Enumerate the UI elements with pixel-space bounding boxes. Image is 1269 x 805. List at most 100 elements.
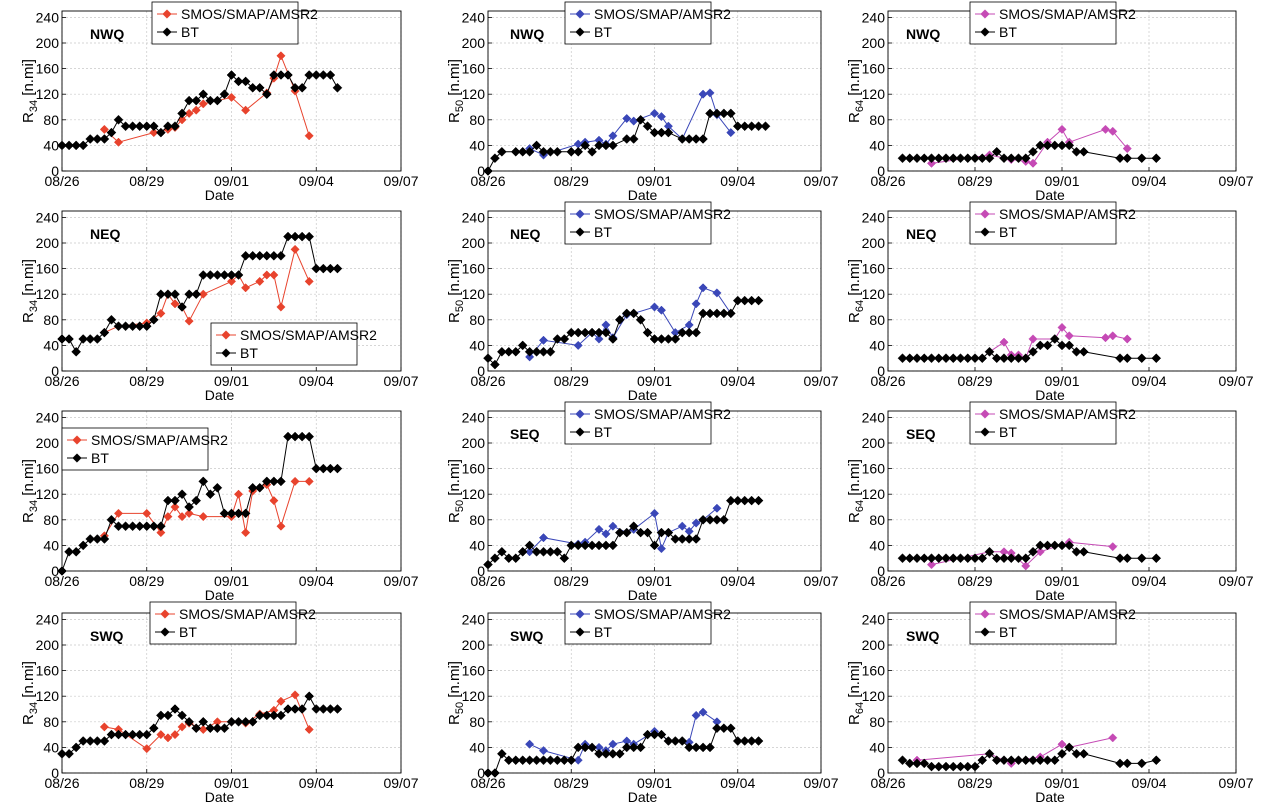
data-point [163, 289, 173, 300]
data-point [318, 704, 329, 714]
x-tick-label: 08/29 [957, 373, 992, 389]
data-point [78, 736, 89, 746]
quadrant-label: SWQ [90, 628, 124, 644]
data-point [497, 748, 507, 759]
legend-box [969, 601, 1117, 645]
data-point [212, 270, 223, 280]
subplot-swq-r34: 0 40 80 120 160 200 240 08/26 08/29 09/01 09/04 09/… [20, 601, 419, 805]
data-point [191, 723, 202, 734]
data-point [57, 140, 67, 151]
y-tick-label: 160 [462, 663, 486, 679]
data-point [149, 128, 159, 138]
data-point [332, 82, 343, 93]
y-tick-label: 200 [36, 235, 60, 251]
data-point [970, 353, 980, 364]
data-point [524, 755, 535, 766]
data-point [732, 736, 743, 746]
legend: SMOS/SMAP/AMSR2 BT [149, 601, 316, 645]
data-point [1057, 340, 1067, 351]
data-point [1021, 561, 1031, 571]
data-point [698, 89, 708, 99]
data-point [205, 489, 216, 500]
legend-label: SMOS/SMAP/AMSR2 [181, 6, 318, 22]
data-point [261, 710, 272, 721]
y-tick-label: 120 [462, 688, 486, 704]
legend-marker [575, 609, 585, 619]
data-point [984, 153, 995, 164]
data-point [677, 736, 688, 746]
x-axis-label: Date [628, 187, 658, 203]
data-point [594, 327, 604, 338]
data-point [977, 353, 988, 364]
data-point [656, 305, 666, 315]
data-point [170, 704, 180, 714]
x-tick-label: 09/07 [803, 775, 838, 791]
subplot-swq-r64: 0 40 80 120 160 200 240 08/26 08/29 09/01 09/04 09/… [846, 601, 1254, 805]
data-point [677, 521, 687, 531]
data-point [999, 353, 1009, 364]
data-point [170, 502, 180, 512]
x-tick-label: 09/01 [1044, 173, 1079, 189]
data-point [538, 746, 549, 756]
data-point [608, 521, 618, 531]
data-point [948, 553, 959, 564]
y-tick-label: 0 [51, 163, 59, 179]
data-point [999, 553, 1009, 564]
data-point [691, 299, 701, 309]
data-point [262, 270, 272, 280]
legend-box [151, 1, 299, 45]
x-tick-label: 09/07 [803, 573, 838, 589]
y-tick-label: 240 [36, 209, 60, 225]
data-point [1136, 758, 1147, 769]
quadrant-label: SWQ [906, 628, 940, 644]
x-tick-label: 09/04 [299, 173, 334, 189]
y-tick-label: 80 [469, 112, 485, 128]
data-point [283, 431, 293, 442]
data-point [628, 521, 639, 532]
data-point [283, 70, 293, 80]
data-point [198, 270, 209, 280]
data-point [503, 553, 514, 564]
y-axis-label: R64 [n.mi] [846, 661, 866, 725]
data-point [732, 121, 743, 132]
data-point [141, 521, 152, 532]
legend-label: BT [594, 224, 612, 240]
legend-label: SMOS/SMAP/AMSR2 [999, 206, 1136, 222]
data-point [732, 495, 743, 506]
data-point [233, 716, 244, 727]
y-tick-label: 40 [43, 537, 59, 553]
data-point [127, 729, 138, 740]
data-point [325, 704, 336, 714]
data-point [1006, 755, 1017, 766]
data-point [642, 729, 653, 740]
data-point [1078, 346, 1089, 357]
data-point [594, 140, 604, 151]
series-bt [483, 495, 764, 570]
legend-box [564, 601, 712, 645]
data-point [1035, 547, 1045, 557]
data-point [608, 334, 618, 344]
data-point [240, 508, 251, 519]
legend-marker [980, 209, 990, 219]
x-axis-label: Date [1035, 587, 1065, 603]
data-point [538, 146, 549, 157]
data-point [962, 353, 973, 364]
data-point [1049, 540, 1060, 551]
legend-marker [575, 9, 585, 19]
data-point [184, 108, 194, 118]
data-point [684, 742, 695, 753]
data-point [247, 250, 258, 261]
data-point [184, 508, 194, 518]
data-point [1057, 739, 1067, 749]
data-point [198, 716, 209, 727]
data-point [1020, 153, 1031, 164]
data-point [587, 146, 597, 157]
y-tick-label: 240 [36, 611, 60, 627]
x-tick-label: 09/07 [1218, 373, 1253, 389]
data-point [517, 340, 528, 351]
y-tick-label: 120 [862, 688, 886, 704]
data-point [1108, 733, 1118, 743]
data-point [573, 755, 583, 765]
legend-marker [72, 453, 82, 463]
